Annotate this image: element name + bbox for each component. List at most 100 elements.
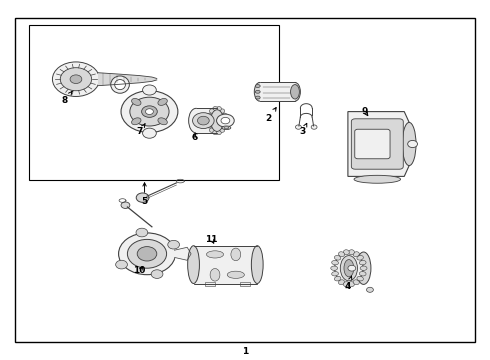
Ellipse shape <box>360 266 367 270</box>
Ellipse shape <box>331 266 338 270</box>
Ellipse shape <box>332 260 339 265</box>
Circle shape <box>70 75 82 84</box>
Circle shape <box>221 117 230 124</box>
Ellipse shape <box>339 252 344 257</box>
Ellipse shape <box>359 260 366 265</box>
Ellipse shape <box>291 85 299 99</box>
Ellipse shape <box>222 124 227 128</box>
Ellipse shape <box>254 82 265 101</box>
Ellipse shape <box>335 252 363 284</box>
Ellipse shape <box>334 256 341 260</box>
Polygon shape <box>348 112 409 176</box>
Ellipse shape <box>332 271 339 276</box>
Ellipse shape <box>339 280 344 285</box>
Ellipse shape <box>223 118 228 123</box>
Ellipse shape <box>357 256 364 260</box>
Bar <box>196 108 217 133</box>
Text: 9: 9 <box>362 107 368 116</box>
Ellipse shape <box>220 128 225 132</box>
Circle shape <box>146 109 153 114</box>
Ellipse shape <box>353 280 359 285</box>
Ellipse shape <box>213 130 218 135</box>
Ellipse shape <box>402 122 416 166</box>
Ellipse shape <box>207 124 212 128</box>
Ellipse shape <box>357 276 364 281</box>
Ellipse shape <box>354 175 401 183</box>
Ellipse shape <box>340 256 358 281</box>
Ellipse shape <box>255 90 260 93</box>
Ellipse shape <box>224 127 229 129</box>
Circle shape <box>168 240 179 249</box>
Ellipse shape <box>343 250 349 255</box>
FancyBboxPatch shape <box>355 129 390 159</box>
Ellipse shape <box>158 118 167 125</box>
Bar <box>260 82 295 101</box>
Circle shape <box>136 228 148 237</box>
Circle shape <box>130 97 169 126</box>
Ellipse shape <box>209 128 214 132</box>
Circle shape <box>136 193 149 202</box>
Ellipse shape <box>188 246 199 284</box>
Circle shape <box>121 91 178 132</box>
Ellipse shape <box>220 109 225 113</box>
Ellipse shape <box>217 107 221 111</box>
Circle shape <box>311 125 317 129</box>
Ellipse shape <box>115 80 125 90</box>
Text: 3: 3 <box>300 123 307 136</box>
Text: 11: 11 <box>205 235 218 244</box>
Ellipse shape <box>210 108 224 133</box>
Ellipse shape <box>222 126 231 130</box>
Ellipse shape <box>227 271 245 278</box>
Circle shape <box>60 68 92 91</box>
Polygon shape <box>174 247 191 260</box>
Ellipse shape <box>213 107 218 111</box>
Circle shape <box>116 260 127 269</box>
Ellipse shape <box>334 276 341 281</box>
Circle shape <box>295 125 301 129</box>
Ellipse shape <box>359 271 366 276</box>
Text: 6: 6 <box>192 133 197 142</box>
Circle shape <box>143 128 156 138</box>
Text: 2: 2 <box>266 108 276 123</box>
Ellipse shape <box>206 118 211 123</box>
Bar <box>15 18 475 342</box>
Ellipse shape <box>209 109 214 113</box>
Polygon shape <box>98 73 157 86</box>
Circle shape <box>151 270 163 278</box>
Ellipse shape <box>231 248 241 261</box>
Circle shape <box>197 116 209 125</box>
Bar <box>205 282 215 286</box>
Circle shape <box>143 85 156 95</box>
Text: 7: 7 <box>136 124 145 136</box>
Bar <box>240 282 250 286</box>
Circle shape <box>217 114 234 127</box>
Ellipse shape <box>158 99 167 105</box>
Text: 5: 5 <box>142 197 147 206</box>
Ellipse shape <box>348 250 354 255</box>
Ellipse shape <box>255 85 260 87</box>
Bar <box>29 25 279 180</box>
Ellipse shape <box>217 130 221 135</box>
Circle shape <box>121 202 130 208</box>
Circle shape <box>119 233 175 275</box>
Circle shape <box>127 239 167 268</box>
Ellipse shape <box>206 251 223 258</box>
Ellipse shape <box>132 99 141 105</box>
Circle shape <box>137 247 157 261</box>
Ellipse shape <box>211 110 223 131</box>
Text: 1: 1 <box>242 346 248 356</box>
Circle shape <box>408 140 417 148</box>
FancyBboxPatch shape <box>351 119 403 169</box>
Text: 4: 4 <box>344 276 352 291</box>
Ellipse shape <box>132 118 141 125</box>
Ellipse shape <box>353 252 359 257</box>
Ellipse shape <box>222 113 227 117</box>
Ellipse shape <box>290 82 300 101</box>
Circle shape <box>348 265 356 271</box>
Ellipse shape <box>344 260 354 277</box>
Ellipse shape <box>348 282 354 287</box>
Ellipse shape <box>189 108 203 133</box>
Ellipse shape <box>111 76 129 93</box>
Circle shape <box>193 113 214 129</box>
Circle shape <box>52 62 99 96</box>
